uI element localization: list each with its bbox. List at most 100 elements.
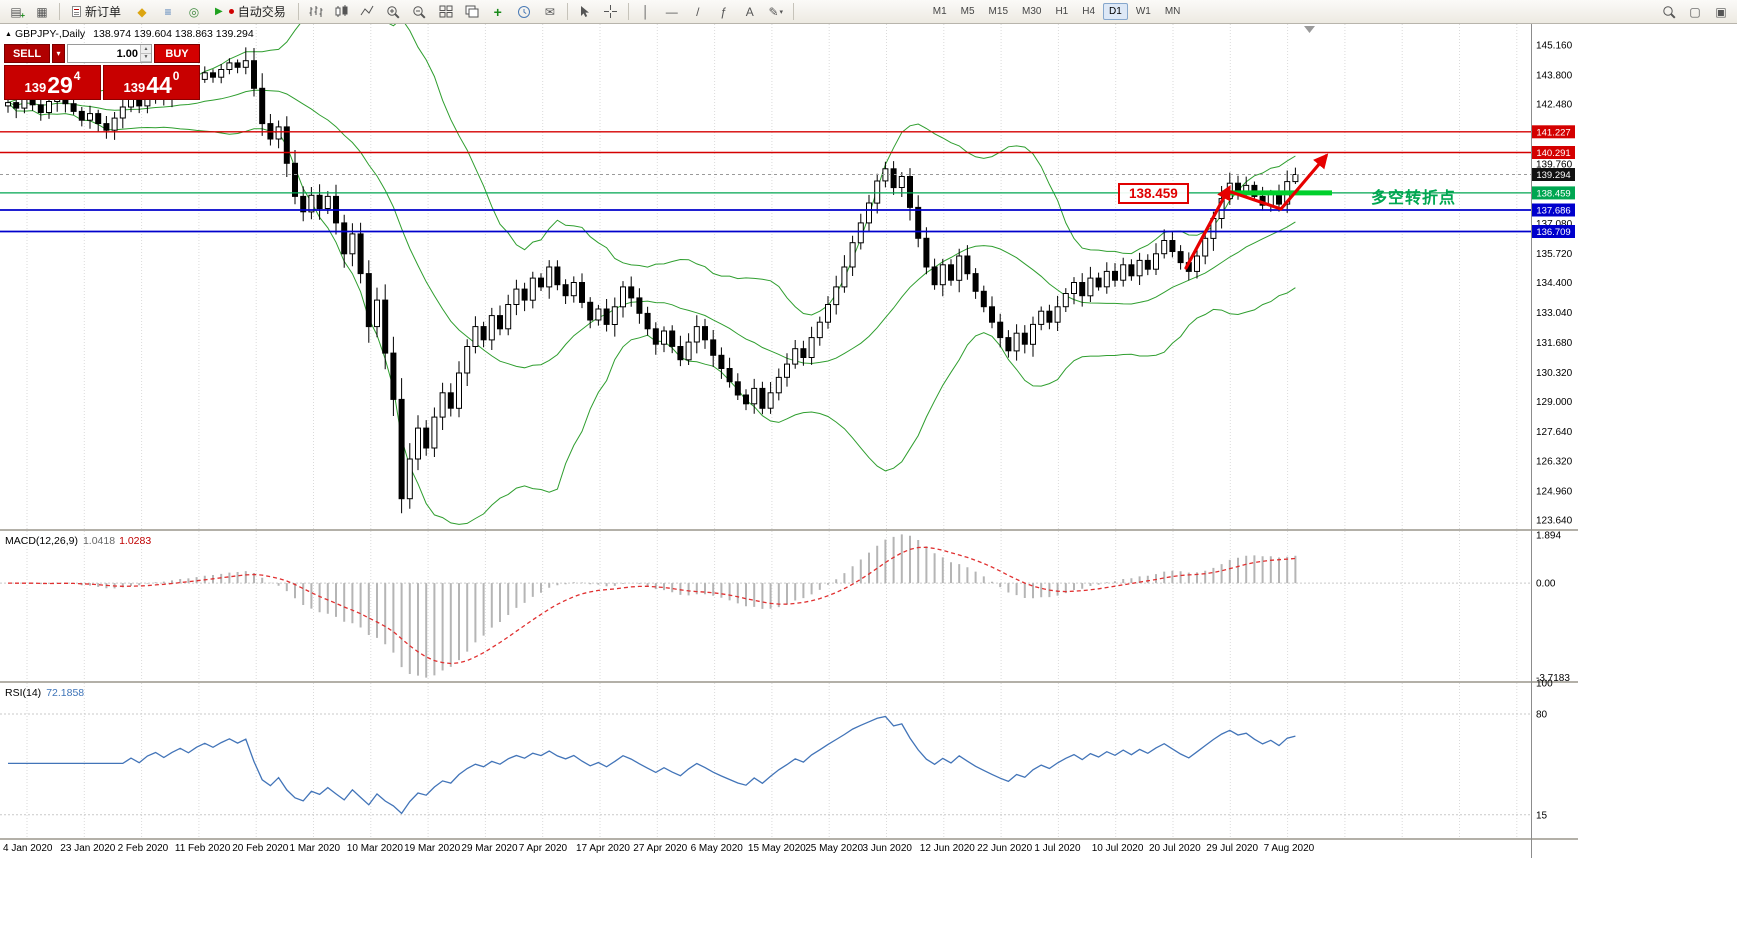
svg-text:2 Feb 2020: 2 Feb 2020 xyxy=(118,843,169,854)
mail-icon: ✉ xyxy=(544,4,555,19)
timeframe-h4[interactable]: H4 xyxy=(1082,6,1096,17)
svg-text:23 Jan 2020: 23 Jan 2020 xyxy=(60,843,115,854)
svg-text:143.800: 143.800 xyxy=(1536,71,1573,82)
text-tool[interactable]: A xyxy=(738,2,762,22)
template-diamond-icon: ◆ xyxy=(137,4,147,19)
svg-text:142.480: 142.480 xyxy=(1536,100,1573,111)
svg-text:135.720: 135.720 xyxy=(1536,249,1573,260)
svg-text:131.680: 131.680 xyxy=(1536,338,1573,349)
ohlc-values: 138.974 139.604 138.863 139.294 xyxy=(93,28,254,40)
timeframe-m5[interactable]: M5 xyxy=(960,6,975,17)
macd-histogram xyxy=(15,534,1297,678)
turning-point-label[interactable]: 多空转折点 xyxy=(1371,190,1457,207)
new-order-button[interactable]: 新订单 xyxy=(65,2,128,22)
zoom-out-button[interactable] xyxy=(408,2,432,22)
svg-text:137.686: 137.686 xyxy=(1536,206,1570,217)
rsi-indicator xyxy=(8,715,1296,815)
horizontal-line-tool[interactable]: — xyxy=(660,2,684,22)
price-callout[interactable]: 138.459 xyxy=(1118,183,1189,204)
autotrading-button[interactable]: ▶ 自动交易 xyxy=(208,2,293,22)
price-axis-box: 140.291 xyxy=(1532,146,1575,159)
symbol-period-label: GBPJPY-,Daily xyxy=(14,28,86,40)
templates-button[interactable]: ◆ xyxy=(130,2,154,22)
rsi-value: 72.1858 xyxy=(46,687,85,699)
trendline-tool[interactable]: / xyxy=(686,2,710,22)
tile-windows-button[interactable] xyxy=(434,2,458,22)
volume-down-button[interactable]: ▼ xyxy=(141,53,151,62)
pane-splitter[interactable] xyxy=(0,681,1578,683)
pane-splitter[interactable] xyxy=(0,529,1578,531)
volume-box: ▲ ▼ xyxy=(67,44,152,63)
volume-up-button[interactable]: ▲ xyxy=(141,45,151,54)
svg-text:140.291: 140.291 xyxy=(1536,148,1570,159)
timeframe-m15[interactable]: M15 xyxy=(988,6,1008,17)
svg-text:20 Jul 2020: 20 Jul 2020 xyxy=(1149,843,1201,854)
candlestick-chart-button[interactable] xyxy=(330,2,354,22)
zoom-in-button[interactable] xyxy=(382,2,406,22)
svg-text:141.227: 141.227 xyxy=(1536,127,1570,138)
svg-text:136.709: 136.709 xyxy=(1536,227,1570,238)
macd-main-value: 1.0418 xyxy=(82,535,116,547)
svg-text:127.640: 127.640 xyxy=(1536,427,1573,438)
line-chart-button[interactable] xyxy=(356,2,380,22)
cascade-windows-button[interactable] xyxy=(460,2,484,22)
crosshair-icon xyxy=(604,5,618,18)
timeframe-h1[interactable]: H1 xyxy=(1055,6,1069,17)
fibonacci-tool[interactable]: ƒ xyxy=(712,2,736,22)
svg-text:4 Jan 2020: 4 Jan 2020 xyxy=(3,843,53,854)
trend-arrow-projection[interactable] xyxy=(1229,153,1329,211)
timeframe-d1[interactable]: D1 xyxy=(1103,3,1128,20)
window-list-button[interactable]: ▣ xyxy=(1709,2,1733,22)
ask-price-display[interactable]: 139 44 0 xyxy=(103,65,200,100)
rsi-line xyxy=(8,715,1296,815)
timeframe-mn[interactable]: MN xyxy=(1164,6,1181,17)
navigator-button[interactable]: ◎ xyxy=(182,2,206,22)
alerts-button[interactable]: ✉ xyxy=(538,2,562,22)
cursor-tool-button[interactable] xyxy=(573,2,597,22)
new-order-icon xyxy=(72,6,81,17)
buy-button[interactable]: BUY xyxy=(154,44,200,63)
sell-button[interactable]: SELL xyxy=(4,44,50,63)
trend-arrow-up[interactable] xyxy=(1184,184,1231,270)
new-chart-button[interactable]: ▤ + xyxy=(4,2,28,22)
order-options-dropdown[interactable]: ▾ xyxy=(52,44,65,63)
svg-text:126.320: 126.320 xyxy=(1536,456,1573,467)
svg-text:15: 15 xyxy=(1536,810,1548,821)
toolbar-separator xyxy=(566,3,568,20)
add-indicator-button[interactable]: + xyxy=(486,2,510,22)
tile-windows-icon xyxy=(439,5,453,18)
crosshair-tool-button[interactable] xyxy=(599,2,623,22)
volume-input[interactable] xyxy=(68,45,140,62)
price-axis-box: 136.709 xyxy=(1532,225,1575,238)
timeframe-m30[interactable]: M30 xyxy=(1022,6,1042,17)
profiles-button[interactable]: ▦ xyxy=(30,2,54,22)
bid-price-display[interactable]: 139 29 4 xyxy=(4,65,101,100)
market-watch-button[interactable]: ≡ xyxy=(156,2,180,22)
chart-title: ▲ GBPJPY-,Daily 138.974 139.604 138.863 13… xyxy=(5,28,254,40)
toolbar-separator xyxy=(627,3,629,20)
zoom-out-icon xyxy=(413,5,426,19)
period-button[interactable] xyxy=(512,2,536,22)
chart-shift-marker[interactable] xyxy=(1304,26,1315,33)
timeframe-w1[interactable]: W1 xyxy=(1135,6,1151,17)
svg-text:-3.7183: -3.7183 xyxy=(1536,673,1570,684)
bollinger-bands xyxy=(7,24,1296,525)
collapse-trade-panel-icon[interactable]: ▲ xyxy=(5,31,12,38)
price-axis-box: 137.686 xyxy=(1532,203,1575,217)
svg-text:7 Aug 2020: 7 Aug 2020 xyxy=(1264,843,1315,854)
shapes-tool[interactable]: ✎ ▾ xyxy=(764,2,788,22)
svg-text:27 Apr 2020: 27 Apr 2020 xyxy=(633,843,687,854)
search-button[interactable] xyxy=(1657,2,1681,22)
vertical-line-tool[interactable]: │ xyxy=(634,2,658,22)
profiles-icon: ▦ xyxy=(36,4,48,19)
svg-text:130.320: 130.320 xyxy=(1536,368,1573,379)
macd-signal-line xyxy=(7,546,1296,665)
svg-text:29 Mar 2020: 29 Mar 2020 xyxy=(461,843,518,854)
svg-text:17 Apr 2020: 17 Apr 2020 xyxy=(576,843,630,854)
timeframe-m1[interactable]: M1 xyxy=(932,6,947,17)
window-restore-button[interactable]: ▢ xyxy=(1683,2,1707,22)
bar-chart-button[interactable] xyxy=(304,2,328,22)
one-click-trading-panel: SELL ▾ ▲ ▼ BUY 139 29 4 139 44 0 xyxy=(4,44,200,100)
svg-text:134.400: 134.400 xyxy=(1536,278,1573,289)
